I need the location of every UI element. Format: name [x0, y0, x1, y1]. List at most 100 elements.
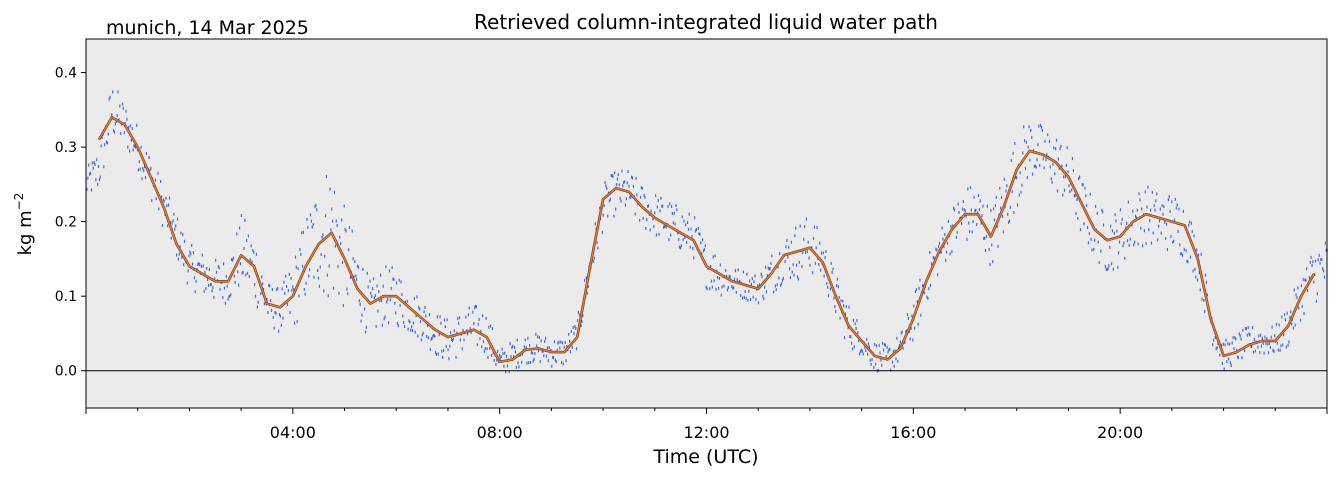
- scatter-point: [174, 227, 176, 231]
- scatter-point: [373, 296, 375, 300]
- scatter-point: [113, 130, 116, 134]
- scatter-point: [272, 315, 274, 319]
- scatter-point: [514, 350, 517, 354]
- scatter-point: [318, 284, 320, 288]
- scatter-point: [458, 316, 461, 320]
- scatter-point: [1268, 341, 1271, 345]
- scatter-point: [1169, 209, 1171, 213]
- scatter-point: [1048, 140, 1051, 144]
- scatter-point: [1249, 333, 1251, 337]
- scatter-point: [359, 302, 361, 306]
- scatter-point: [866, 337, 868, 341]
- scatter-point: [1251, 326, 1254, 330]
- scatter-point: [891, 360, 894, 364]
- scatter-point: [811, 246, 813, 250]
- scatter-point: [1050, 177, 1052, 181]
- scatter-point: [1064, 175, 1067, 179]
- scatter-point: [1204, 309, 1206, 313]
- scatter-point: [695, 228, 697, 232]
- scatter-point: [128, 125, 130, 129]
- scatter-point: [749, 279, 751, 283]
- scatter-point: [852, 318, 855, 322]
- scatter-point: [1288, 340, 1290, 344]
- scatter-point: [1281, 315, 1283, 319]
- scatter-point: [572, 326, 574, 330]
- scatter-point: [1041, 129, 1043, 133]
- scatter-point: [1014, 141, 1016, 145]
- scatter-point: [972, 220, 974, 224]
- scatter-point: [1015, 175, 1017, 179]
- scatter-point: [650, 209, 652, 213]
- scatter-point: [1038, 124, 1040, 128]
- scatter-point: [114, 122, 116, 126]
- scatter-point: [470, 331, 472, 335]
- scatter-point: [116, 114, 118, 118]
- scatter-point: [332, 286, 335, 290]
- scatter-point: [497, 349, 499, 353]
- scatter-point: [422, 331, 424, 335]
- scatter-point: [92, 166, 94, 170]
- scatter-point: [551, 364, 553, 368]
- scatter-point: [204, 270, 206, 274]
- scatter-point: [526, 361, 528, 365]
- scatter-point: [380, 299, 383, 303]
- scatter-point: [1077, 217, 1079, 220]
- scatter-point: [103, 165, 105, 169]
- scatter-point: [808, 256, 810, 260]
- scatter-point: [516, 338, 518, 342]
- scatter-point: [1325, 248, 1327, 252]
- scatter-point: [578, 313, 580, 317]
- scatter-point: [378, 290, 380, 293]
- scatter-point: [878, 343, 880, 347]
- scatter-point: [499, 356, 501, 360]
- scatter-point: [365, 325, 368, 329]
- scatter-point: [914, 290, 917, 294]
- scatter-point: [1264, 335, 1266, 339]
- scatter-point: [452, 337, 454, 341]
- scatter-point: [845, 305, 847, 309]
- scatter-point: [206, 266, 208, 270]
- scatter-point: [1073, 194, 1075, 198]
- scatter-point: [1117, 265, 1119, 269]
- scatter-point: [217, 265, 219, 269]
- scatter-point: [568, 332, 570, 336]
- scatter-point: [266, 298, 268, 302]
- scatter-point: [856, 319, 858, 323]
- scatter-point: [930, 262, 933, 266]
- scatter-point: [844, 312, 847, 316]
- scatter-point: [479, 337, 481, 341]
- smoothed-line-series: [97, 115, 1316, 364]
- scatter-point: [287, 289, 289, 293]
- scatter-point: [668, 237, 670, 241]
- scatter-point: [815, 246, 817, 250]
- scatter-point: [486, 347, 488, 351]
- scatter-point: [763, 297, 765, 301]
- scatter-point: [1177, 229, 1179, 233]
- scatter-point: [482, 340, 485, 344]
- scatter-point: [545, 336, 547, 340]
- scatter-point: [1035, 165, 1037, 169]
- scatter-point: [88, 163, 90, 167]
- scatter-point: [1181, 252, 1183, 256]
- scatter-point: [842, 299, 844, 303]
- scatter-point: [1308, 276, 1310, 280]
- scatter-point: [247, 234, 250, 238]
- scatter-point: [406, 299, 408, 303]
- scatter-point: [1181, 253, 1184, 257]
- scatter-point: [791, 270, 793, 274]
- scatter-point: [990, 209, 992, 213]
- scatter-point: [671, 212, 674, 215]
- scatter-point: [1113, 231, 1115, 235]
- scatter-point: [361, 313, 363, 317]
- scatter-point: [781, 278, 784, 282]
- scatter-point: [306, 217, 308, 221]
- scatter-point: [119, 104, 121, 108]
- scatter-point: [291, 288, 293, 292]
- scatter-point: [1194, 267, 1196, 271]
- scatter-point: [630, 195, 632, 199]
- scatter-point: [113, 129, 115, 133]
- scatter-point: [984, 248, 987, 252]
- scatter-point: [198, 261, 200, 265]
- scatter-point: [1228, 357, 1230, 361]
- scatter-point: [792, 263, 794, 267]
